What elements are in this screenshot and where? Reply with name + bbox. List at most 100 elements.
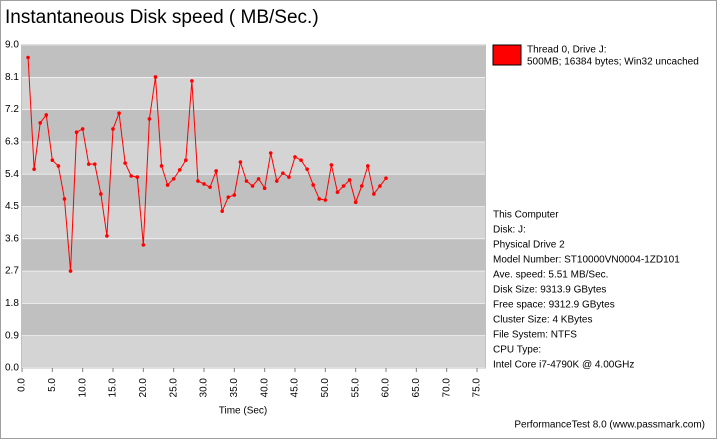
point — [26, 55, 30, 60]
x-tick-label: 60.0 — [381, 378, 392, 398]
info-line: Free space: 9312.9 GBytes — [493, 300, 615, 311]
band — [22, 271, 485, 304]
point — [293, 155, 297, 159]
y-tick-label: 5.4 — [5, 169, 19, 180]
y-tick-label: 6.3 — [5, 137, 19, 148]
point — [165, 183, 170, 187]
point — [123, 161, 127, 165]
point — [378, 184, 382, 188]
point — [359, 184, 364, 188]
x-tick-label: 35.0 — [229, 378, 240, 398]
point — [68, 269, 73, 273]
point — [372, 192, 376, 196]
point — [147, 117, 152, 121]
point — [262, 186, 267, 190]
point — [226, 195, 231, 199]
point — [232, 193, 237, 197]
x-tick-label: 25.0 — [168, 378, 179, 398]
band — [22, 77, 485, 110]
band — [22, 335, 485, 368]
point — [214, 169, 218, 173]
point — [311, 183, 316, 187]
x-axis-label: Time (Sec) — [219, 406, 268, 417]
point — [62, 197, 67, 201]
legend-swatch — [492, 44, 522, 66]
x-tick-label: 10.0 — [77, 378, 88, 398]
info-line: Intel Core i7-4790K @ 4.00GHz — [493, 360, 634, 371]
point — [93, 162, 97, 166]
point — [287, 175, 291, 179]
point — [105, 234, 109, 238]
y-tick-label: 1.8 — [5, 298, 19, 309]
point — [177, 168, 182, 172]
band — [22, 206, 485, 239]
legend-detail: 500MB; 16384 bytes; Win32 uncached — [527, 57, 699, 68]
point — [38, 121, 42, 125]
band — [22, 238, 485, 272]
band — [22, 109, 485, 142]
band — [22, 45, 485, 78]
point — [384, 176, 388, 180]
point — [141, 243, 146, 247]
band — [22, 303, 485, 336]
point — [256, 177, 261, 181]
info-line: Disk Size: 9313.9 GBytes — [493, 285, 606, 296]
point — [275, 179, 279, 183]
band — [22, 141, 485, 175]
info-line: Model Number: ST10000VN0004-1ZD101 — [493, 255, 680, 266]
legend-label: Thread 0, Drive J: — [527, 45, 606, 56]
point — [220, 209, 224, 213]
y-tick-label: 4.5 — [5, 201, 19, 212]
info-line: File System: NTFS — [493, 330, 577, 341]
y-tick-label: 9.0 — [5, 40, 19, 51]
point — [159, 164, 164, 168]
point — [353, 200, 358, 204]
point — [323, 198, 328, 202]
x-tick-label: 50.0 — [320, 378, 331, 398]
point — [50, 158, 55, 163]
y-tick-label: 0.9 — [5, 330, 19, 341]
x-tick-label: 15.0 — [108, 378, 119, 398]
info-line: Physical Drive 2 — [493, 240, 565, 251]
x-tick-label: 20.0 — [138, 378, 149, 398]
point — [56, 164, 61, 168]
point — [80, 127, 85, 131]
y-tick-label: 8.1 — [5, 72, 19, 83]
point — [153, 75, 158, 79]
x-tick-label: 65.0 — [411, 378, 422, 398]
point — [129, 174, 133, 178]
point — [202, 182, 206, 186]
point — [196, 179, 200, 183]
series-line — [27, 57, 387, 272]
point — [335, 190, 340, 194]
point — [117, 111, 121, 115]
band — [22, 174, 485, 207]
point — [190, 79, 194, 83]
point — [366, 164, 370, 168]
point — [171, 177, 176, 181]
point — [44, 113, 49, 117]
footer: PerformanceTest 8.0 (www.passmark.com) — [514, 420, 705, 431]
point — [244, 179, 249, 183]
point — [268, 151, 273, 155]
info-line: This Computer — [493, 210, 559, 221]
point — [74, 130, 79, 135]
chart-title: Instantaneous Disk speed ( MB/Sec.) — [5, 7, 319, 28]
y-tick-label: 3.6 — [5, 233, 19, 244]
info-line: Ave. speed: 5.51 MB/Sec. — [493, 270, 608, 281]
point — [317, 197, 322, 201]
point — [347, 178, 352, 182]
x-tick-label: 55.0 — [350, 378, 361, 398]
point — [99, 192, 103, 196]
x-tick-label: 75.0 — [472, 378, 483, 398]
x-tick-label: 45.0 — [290, 378, 301, 398]
y-tick-label: 0.0 — [5, 363, 19, 374]
x-tick-label: 0.0 — [17, 378, 28, 392]
x-tick-label: 30.0 — [199, 378, 210, 398]
point — [184, 158, 188, 163]
point — [238, 160, 243, 164]
point — [305, 167, 309, 171]
point — [250, 184, 255, 188]
